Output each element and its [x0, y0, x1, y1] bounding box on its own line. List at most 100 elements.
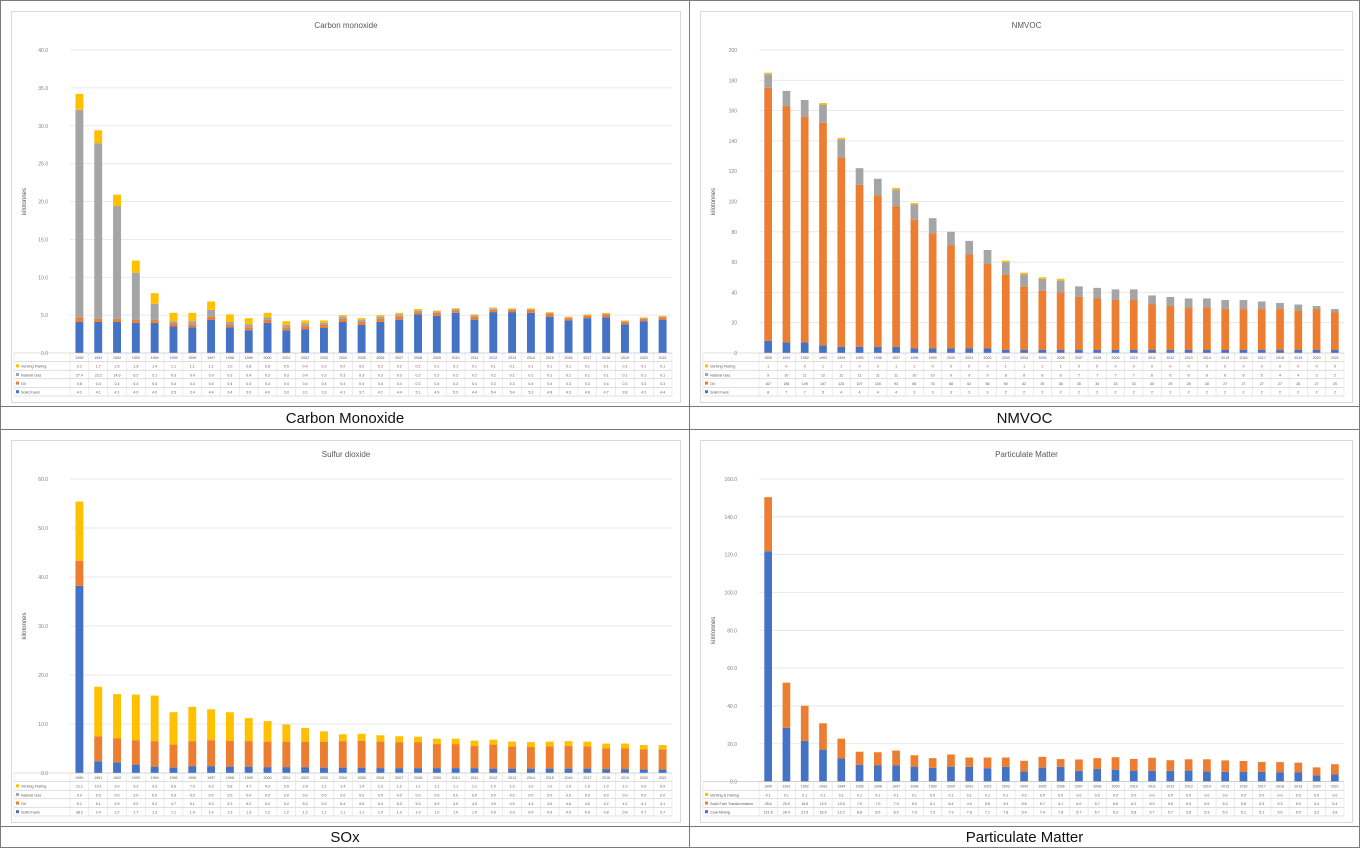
- data-table-value: 0.1: [660, 373, 665, 377]
- data-table-value: 33: [1132, 382, 1136, 386]
- y-axis-label: kilotonnes: [22, 612, 28, 639]
- data-table-value: 0: [877, 365, 879, 369]
- bar-segment: [583, 315, 592, 316]
- bar-segment: [1184, 759, 1193, 771]
- data-table-value: 0.0: [1058, 793, 1063, 797]
- data-table-value: 0.0: [453, 793, 458, 797]
- bar-segment: [800, 705, 809, 741]
- data-table-value: 1.0: [528, 785, 533, 789]
- data-table-value: 1: [895, 365, 897, 369]
- bar-segment: [376, 316, 385, 319]
- data-table-value: 0.9: [510, 811, 515, 815]
- x-tick-label: 2006: [376, 356, 384, 360]
- x-tick-label: 2019: [621, 776, 629, 780]
- x-tick-label: 2015: [1221, 785, 1229, 789]
- bar-segment: [910, 204, 919, 220]
- bar-segment: [1111, 769, 1120, 782]
- caption-carbon-monoxide: Carbon Monoxide: [0, 406, 690, 430]
- data-table-value: 4.1: [340, 391, 345, 395]
- data-table-value: 7: [1114, 373, 1116, 377]
- bar-segment: [819, 103, 827, 105]
- legend-swatch: [705, 364, 708, 368]
- data-table-value: 5.1: [416, 391, 421, 395]
- data-table-value: 0.1: [547, 373, 552, 377]
- data-table-value: 0.1: [566, 373, 571, 377]
- data-table-value: 0.1: [1003, 793, 1008, 797]
- bar-segment: [639, 318, 648, 319]
- bar-segment: [892, 765, 900, 782]
- data-table-value: 4.9: [115, 802, 120, 806]
- data-table-value: 0.3: [397, 373, 402, 377]
- bar-segment: [545, 316, 554, 353]
- data-table-value: 5.2: [1223, 811, 1228, 815]
- data-table-value: 0: [1151, 365, 1153, 369]
- bar-segment: [1093, 349, 1102, 353]
- chart-title: Particulate Matter: [995, 450, 1058, 459]
- data-table-value: 2.1: [152, 373, 157, 377]
- data-table-value: 5.6: [1168, 802, 1173, 806]
- data-table-value: 0.0: [397, 793, 402, 797]
- bar-segment: [602, 743, 611, 749]
- data-table-value: 0.2: [340, 365, 345, 369]
- data-table-value: 0.8: [622, 811, 627, 815]
- x-tick-label: 1991: [782, 785, 790, 789]
- bar-segment: [263, 312, 272, 318]
- data-table-value: 1.0: [566, 785, 571, 789]
- data-table-value: 0.2: [416, 373, 421, 377]
- y-tick-label: 40.0: [727, 704, 737, 710]
- data-table-value: 0.4: [115, 382, 120, 386]
- bar-segment: [1257, 309, 1266, 350]
- bar-segment: [602, 317, 611, 353]
- data-table-value: 0: [1334, 365, 1336, 369]
- bar-segment: [1221, 299, 1230, 310]
- bar-segment: [508, 308, 517, 310]
- data-table-value: 28: [1187, 382, 1191, 386]
- bar-segment: [1020, 274, 1028, 287]
- data-table-value: 0.1: [641, 373, 646, 377]
- data-table-value: 0.3: [378, 373, 383, 377]
- x-tick-label: 2015: [546, 356, 554, 360]
- legend-entry: Coal Mining: [710, 811, 730, 815]
- bar-segment: [621, 321, 629, 322]
- x-tick-label: 1994: [151, 356, 159, 360]
- bar-segment: [282, 330, 291, 353]
- data-table-value: 3.8: [622, 391, 627, 395]
- bar-segment: [94, 761, 103, 773]
- y-tick-label: 20: [731, 321, 737, 327]
- data-table-value: 0.1: [875, 793, 880, 797]
- bar-segment: [451, 312, 460, 353]
- data-table-value: 0.9: [491, 811, 496, 815]
- data-table-value: 147: [820, 382, 826, 386]
- legend-swatch: [16, 381, 19, 385]
- x-tick-label: 1990: [75, 776, 83, 780]
- data-table-value: 0.2: [453, 373, 458, 377]
- data-table-value: 5.3: [397, 802, 402, 806]
- legend-entry: Oil: [710, 382, 715, 386]
- data-table-value: 1.1: [171, 365, 176, 369]
- data-table-value: 1.1: [472, 785, 477, 789]
- bar-segment: [395, 314, 404, 317]
- data-table-value: 62: [967, 382, 971, 386]
- bar-segment: [855, 346, 864, 353]
- x-tick-label: 2001: [282, 356, 290, 360]
- legend-swatch: [16, 810, 19, 814]
- data-table-value: 93: [894, 382, 898, 386]
- bar-segment: [113, 318, 121, 322]
- x-tick-label: 1993: [819, 785, 827, 789]
- data-table-value: 5.2: [284, 802, 289, 806]
- bar-segment: [207, 319, 216, 353]
- x-tick-label: 1996: [874, 785, 882, 789]
- data-table-value: 6.0: [1223, 802, 1228, 806]
- bar-segment: [470, 315, 479, 317]
- data-table-value: 39: [1040, 382, 1044, 386]
- data-table-value: 1.1: [340, 811, 345, 815]
- data-table-value: 5.3: [528, 391, 533, 395]
- y-tick-label: 10.0: [38, 722, 48, 728]
- bar-segment: [837, 758, 846, 782]
- bar-segment: [169, 326, 178, 353]
- data-table-value: 4.6: [566, 802, 571, 806]
- bar-segment: [965, 757, 974, 767]
- bar-segment: [470, 746, 479, 769]
- data-table-value: 5.2: [246, 802, 251, 806]
- data-table-value: 2.2: [115, 811, 120, 815]
